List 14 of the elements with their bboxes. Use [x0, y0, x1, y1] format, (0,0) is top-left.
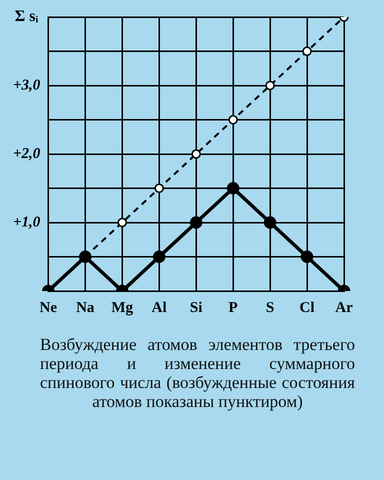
- x-tick-label: Na: [76, 300, 95, 316]
- y-axis-title: Σ sᵢ: [14, 8, 38, 26]
- x-tick-label: S: [266, 300, 274, 316]
- x-tick-label: P: [228, 300, 238, 316]
- x-tick-label: Al: [152, 300, 167, 316]
- x-tick-label: Si: [190, 300, 202, 316]
- y-tick-label: +3,0: [12, 77, 41, 94]
- x-tick-label: Ne: [40, 300, 58, 316]
- text: Возбуждение атомов элементов третьего периода и изменение суммарного спинового числа (возбужденные состояния атомов показаны пунктиром): [40, 335, 355, 411]
- x-tick-label: Cl: [300, 300, 315, 316]
- y-tick-label: +1,0: [12, 214, 41, 230]
- y-tick-label: +2,0: [12, 146, 41, 162]
- x-tick-label: Mg: [111, 300, 134, 316]
- x-tick-label: Ar: [335, 300, 354, 316]
